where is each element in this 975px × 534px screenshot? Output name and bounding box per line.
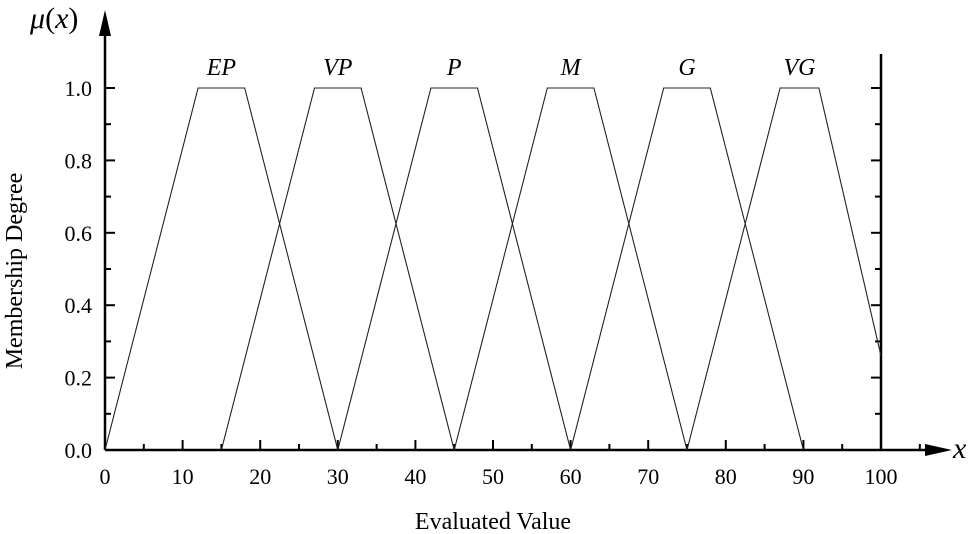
membership-curve-vg bbox=[686, 87, 882, 451]
membership-curve-vp bbox=[220, 87, 455, 451]
x-symbol: x bbox=[952, 432, 967, 465]
y-tick-label: 0.0 bbox=[65, 438, 93, 463]
series-group bbox=[104, 87, 882, 451]
x-axis-arrow-icon bbox=[925, 444, 952, 456]
x-tick-label: 90 bbox=[792, 464, 814, 489]
ticks: 0 10 20 30 40 50 60 70 80 90 100 0.0 0.2 0.4 0.6 0.8 1.0 bbox=[65, 76, 921, 489]
x-tick-label: 30 bbox=[327, 464, 349, 489]
axes bbox=[99, 10, 952, 456]
y-axis-arrow-icon bbox=[99, 10, 111, 36]
membership-curve-g bbox=[570, 87, 804, 451]
y-tick-label: 0.8 bbox=[65, 148, 93, 173]
set-label-p: P bbox=[446, 55, 462, 81]
y-symbol: μ(x) bbox=[29, 2, 78, 35]
x-tick-label: 40 bbox=[404, 464, 426, 489]
membership-curve-m bbox=[453, 87, 688, 451]
y-tick-label: 0.2 bbox=[65, 366, 93, 391]
x-tick-label: 10 bbox=[172, 464, 194, 489]
set-label-vp: VP bbox=[323, 55, 353, 81]
membership-curve-p bbox=[337, 87, 572, 451]
y-tick-label: 0.4 bbox=[65, 293, 93, 318]
set-label-ep: EP bbox=[206, 55, 237, 81]
x-tick-label: 80 bbox=[715, 464, 737, 489]
x-tick-label: 50 bbox=[482, 464, 504, 489]
x-tick-label: 20 bbox=[249, 464, 271, 489]
set-label-g: G bbox=[678, 55, 695, 81]
set-label-m: M bbox=[560, 55, 583, 81]
x-tick-label: 100 bbox=[865, 464, 898, 489]
x-tick-label: 0 bbox=[100, 464, 111, 489]
y-axis-title: Membership Degree bbox=[2, 173, 28, 370]
x-tick-label: 70 bbox=[637, 464, 659, 489]
x-tick-label: 60 bbox=[560, 464, 582, 489]
y-tick-label: 0.6 bbox=[65, 221, 93, 246]
y-tick-label: 1.0 bbox=[65, 76, 93, 101]
set-label-vg: VG bbox=[784, 55, 816, 81]
membership-curve-ep bbox=[104, 87, 339, 451]
x-axis-title: Evaluated Value bbox=[415, 509, 571, 534]
